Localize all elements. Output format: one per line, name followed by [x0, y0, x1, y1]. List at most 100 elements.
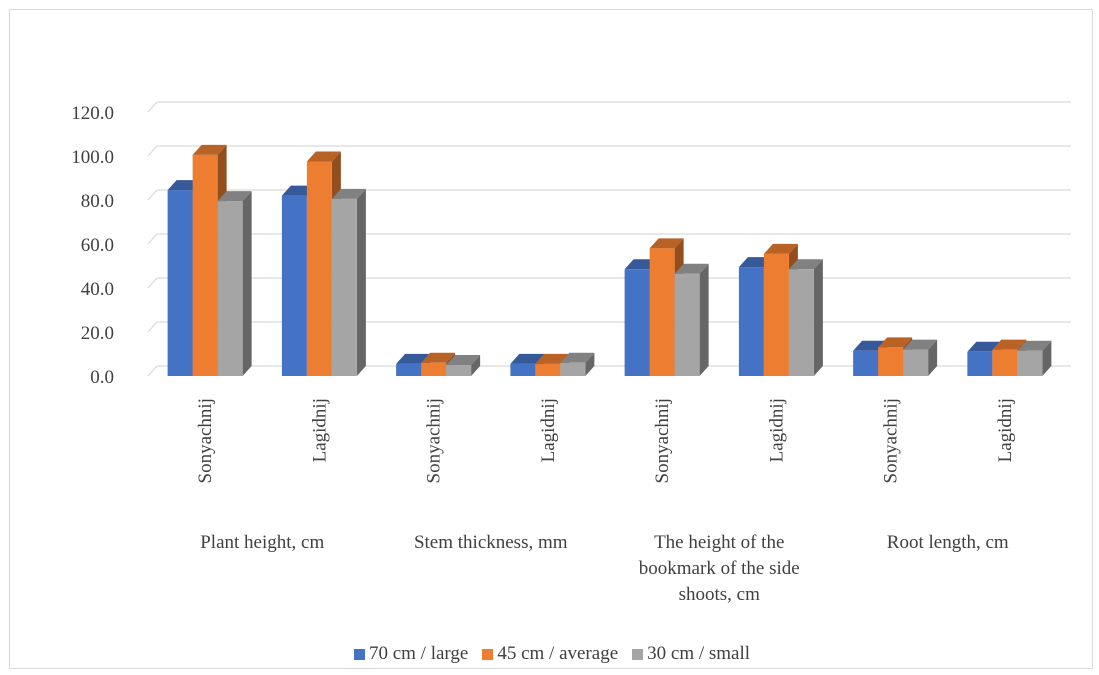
bar-top [217, 191, 252, 202]
bar-side [699, 263, 709, 376]
bar-front [331, 198, 357, 376]
bar-top [1017, 340, 1052, 351]
bar-front [903, 349, 929, 376]
category-label: Sonyachnij [881, 398, 902, 484]
gridline-side [147, 101, 158, 113]
y-tick-label: 60.0 [81, 235, 114, 256]
group-label: Stem thickness, mm [414, 532, 568, 553]
group-label-line: Plant height, cm [200, 532, 324, 553]
legend-item: 70 cm / large [353, 643, 469, 665]
bar-top [992, 339, 1027, 350]
bar-front [217, 201, 243, 376]
bar-side [813, 259, 823, 376]
group-label: The height of the bookmark of the side sho… [639, 532, 800, 605]
category-label: Lagidnij [995, 398, 1016, 462]
bar-front [878, 347, 904, 376]
bar-top [763, 243, 798, 254]
group-label-line: Stem thickness, mm [414, 532, 568, 553]
bar-side [928, 339, 938, 376]
bars [167, 144, 1052, 376]
y-tick-label: 80.0 [81, 191, 114, 212]
bar-front [853, 350, 879, 376]
bar-front [788, 269, 814, 376]
bar-front [560, 362, 586, 376]
bar [1017, 340, 1052, 376]
legend-item: 45 cm / average [482, 643, 618, 665]
legend-swatch [482, 648, 494, 660]
bar-side [242, 191, 252, 376]
category-label: Lagidnij [538, 398, 559, 462]
bar-front [763, 253, 789, 376]
bar-front [306, 161, 332, 376]
bar-side [356, 188, 366, 376]
bar-front [649, 248, 675, 376]
category-label: Sonyachnij [195, 398, 216, 484]
bar-top [306, 151, 341, 162]
bar [903, 339, 938, 376]
chart-frame: 0.0 20.0 40.0 60.0 80.0 100.0 120.0 Sonyachnij L… [9, 9, 1093, 669]
bar-top [331, 188, 366, 199]
group-label-line: bookmark of the side [639, 558, 800, 579]
group-label: Plant height, cm [200, 532, 324, 553]
bar-side [471, 355, 481, 376]
bar-front [396, 363, 422, 376]
bar-chart: 0.0 20.0 40.0 60.0 80.0 100.0 120.0 Sonyachnij L… [71, 101, 1071, 605]
legend-label: 70 cm / large [368, 643, 469, 664]
bar [788, 259, 823, 376]
bar-top [192, 144, 227, 155]
legend-swatch [353, 648, 365, 660]
y-tick-label: 20.0 [81, 323, 114, 344]
bar-front [967, 351, 993, 376]
bar-top [674, 263, 709, 274]
bar-front [421, 362, 447, 376]
legend-item: 30 cm / small [632, 643, 750, 665]
y-tick-label: 100.0 [71, 147, 114, 168]
gridline-side [147, 145, 158, 157]
bar-side [585, 352, 595, 376]
bar-top [535, 353, 570, 364]
bar-top [649, 238, 684, 249]
bar-front [624, 269, 650, 376]
bar-top [396, 353, 431, 364]
bar-front [510, 363, 536, 376]
group-label-line: Root length, cm [887, 532, 1009, 553]
bar-front [446, 365, 472, 376]
legend-swatch [632, 648, 644, 660]
gridline-side [147, 233, 158, 245]
bar-front [281, 195, 307, 376]
legend-label: 30 cm / small [647, 643, 751, 664]
category-label: Lagidnij [766, 398, 787, 462]
bar [446, 355, 481, 376]
bar-front [192, 154, 218, 376]
bar-front [738, 267, 764, 376]
gridline-side [147, 321, 158, 333]
y-tick-label: 120.0 [71, 103, 114, 124]
bar-top [560, 352, 595, 363]
category-label: Lagidnij [309, 398, 330, 462]
bar [217, 191, 252, 376]
bar [560, 352, 595, 376]
category-label: Sonyachnij [652, 398, 673, 484]
bar-top [878, 337, 913, 348]
bar [674, 263, 709, 376]
group-label-line: shoots, cm [679, 584, 761, 605]
chart-legend: 70 cm / large 45 cm / average 30 cm / smal… [10, 643, 1094, 666]
bar-front [1017, 350, 1043, 376]
gridline-side [147, 365, 158, 377]
legend-label: 45 cm / average [497, 643, 619, 664]
group-label-line: The height of the [654, 532, 784, 553]
bar-top [421, 352, 456, 363]
bar-side [1042, 340, 1052, 376]
bar-top [510, 353, 545, 364]
bar-front [167, 190, 193, 376]
bar-front [535, 363, 561, 376]
bar-front [992, 349, 1018, 376]
bar-top [788, 259, 823, 270]
bar-top [903, 339, 938, 350]
bar-front [674, 273, 700, 376]
group-label: Root length, cm [887, 532, 1009, 553]
y-tick-label: 40.0 [81, 279, 114, 300]
gridline-side [147, 277, 158, 289]
bar [331, 188, 366, 376]
category-label: Sonyachnij [424, 398, 445, 484]
